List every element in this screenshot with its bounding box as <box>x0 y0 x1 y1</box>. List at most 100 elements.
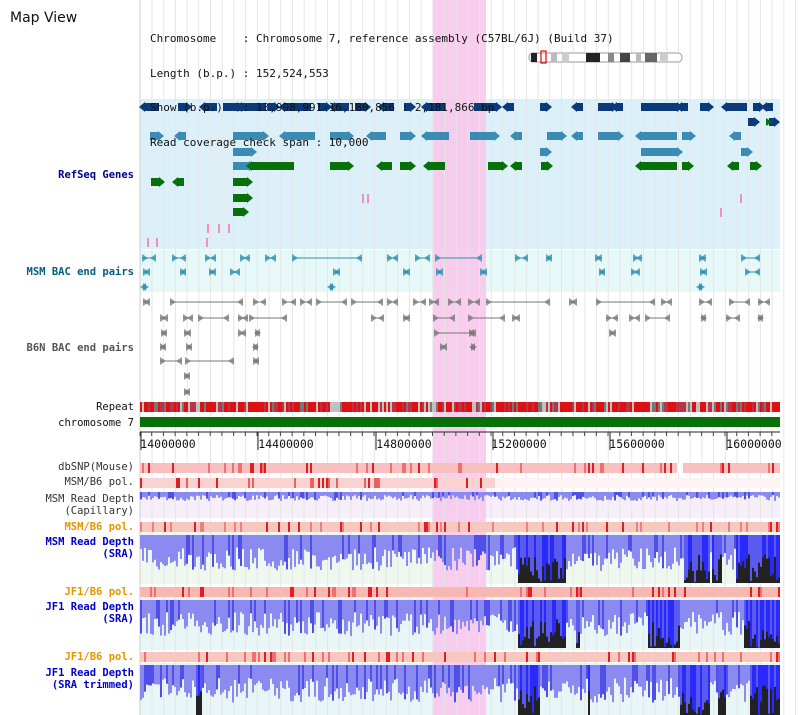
depth-bar <box>636 492 638 501</box>
depth-bar <box>488 492 490 496</box>
polymorphism-cell <box>614 463 616 473</box>
polymorphism-cell <box>152 652 154 662</box>
depth-bar <box>230 600 232 633</box>
polymorphism-cell <box>148 478 150 488</box>
polymorphism-cell <box>172 652 174 662</box>
depth-bar <box>574 665 576 695</box>
polymorphism-cell <box>622 652 624 662</box>
depth-bar <box>532 600 534 622</box>
polymorphism-cell <box>294 463 296 473</box>
depth-bar <box>422 535 424 549</box>
depth-bar <box>204 535 206 571</box>
bac-end <box>486 298 492 306</box>
gene-arrow <box>690 131 696 141</box>
polymorphism-cell <box>168 463 170 473</box>
bac-end <box>474 298 480 306</box>
polymorphism-cell <box>358 478 360 488</box>
depth-bar <box>774 492 776 501</box>
depth-bar <box>660 665 662 680</box>
depth-bar <box>504 492 506 499</box>
track-label-dbsnp[interactable]: dbSNP(Mouse) <box>58 461 134 473</box>
depth-bar <box>586 665 588 679</box>
track-label-refseq[interactable]: RefSeq Genes <box>58 169 134 181</box>
polymorphism-cell <box>406 478 408 488</box>
bac-end <box>636 254 642 262</box>
depth-bar <box>690 665 692 697</box>
repeat-segment <box>390 402 392 412</box>
depth-saturated <box>540 600 542 648</box>
polymorphism-cell <box>534 522 536 532</box>
depth-bar <box>752 535 754 568</box>
polymorphism-cell <box>306 587 308 597</box>
polymorphism-cell <box>158 522 160 532</box>
polymorphism-cell <box>728 652 730 662</box>
depth-bar <box>318 492 320 499</box>
depth-bar <box>466 600 468 621</box>
polymorphism-cell <box>698 522 700 532</box>
track-label-msm-b6-pol-sra[interactable]: MSM/B6 pol. <box>64 521 134 533</box>
depth-bar <box>154 600 156 620</box>
depth-bar <box>444 535 446 566</box>
depth-bar <box>572 600 574 626</box>
polymorphism-cell <box>266 652 268 662</box>
gene-arrow <box>571 131 577 141</box>
track-label-msm-bac[interactable]: MSM BAC end pairs <box>26 266 134 278</box>
track-label-msm-depth-capillary[interactable]: MSM Read Depth (Capillary) <box>45 493 134 517</box>
repeat-segment <box>396 402 398 412</box>
depth-bar <box>208 665 210 691</box>
polymorphism-cell <box>516 522 518 532</box>
depth-bar <box>332 665 334 701</box>
polymorphism-cell <box>372 652 374 662</box>
polymorphism-cell <box>434 652 436 662</box>
depth-bar <box>180 492 182 498</box>
track-label-msm-depth-sra[interactable]: MSM Read Depth (SRA) <box>45 536 134 560</box>
depth-bar <box>206 535 208 557</box>
bac-end <box>701 268 707 276</box>
polymorphism-cell <box>256 522 258 532</box>
repeat-segment <box>204 402 206 412</box>
polymorphism-cell <box>432 478 434 488</box>
polymorphism-cell <box>446 652 448 662</box>
depth-bar <box>482 600 484 626</box>
polymorphism-cell <box>274 522 276 532</box>
depth-bar <box>648 600 650 634</box>
polymorphism-cell <box>456 587 458 597</box>
depth-bar <box>442 600 444 631</box>
depth-bar <box>494 600 496 616</box>
polymorphism-cell <box>206 478 208 488</box>
depth-bar <box>762 600 764 630</box>
track-label-b6n-bac[interactable]: B6N BAC end pairs <box>26 342 134 354</box>
bac-end <box>186 343 192 351</box>
polymorphism-cell <box>440 463 442 473</box>
depth-bar <box>508 600 510 632</box>
depth-bar <box>496 600 498 618</box>
depth-bar <box>418 535 420 558</box>
polymorphism-cell <box>714 522 716 532</box>
depth-bar <box>772 535 774 574</box>
polymorphism-cell <box>206 522 208 532</box>
depth-bar <box>190 665 192 698</box>
track-label-msm-b6-pol[interactable]: MSM/B6 pol. <box>64 476 134 488</box>
depth-bar <box>748 535 750 555</box>
polymorphism-cell <box>356 522 358 532</box>
depth-bar <box>376 535 378 562</box>
repeat-segment <box>218 402 220 412</box>
depth-bar <box>424 600 426 615</box>
depth-bar <box>194 665 196 688</box>
depth-bar <box>716 535 718 581</box>
track-label-jf1-b6-pol[interactable]: JF1/B6 pol. <box>64 586 134 598</box>
depth-bar <box>736 665 738 686</box>
track-label-jf1-depth-sra[interactable]: JF1 Read Depth (SRA) <box>45 601 134 625</box>
polymorphism-cell <box>762 463 764 473</box>
polymorphism-cell <box>592 463 594 473</box>
repeat-segment <box>286 402 288 412</box>
polymorphism-cell <box>752 522 754 532</box>
polymorphism-cell <box>174 587 176 597</box>
depth-bar <box>326 665 328 678</box>
polymorphism-cell <box>202 652 204 662</box>
track-label-jf1-b6-pol-2[interactable]: JF1/B6 pol. <box>64 651 134 663</box>
polymorphism-cell <box>310 463 312 473</box>
depth-bar <box>228 600 230 618</box>
track-label-jf1-depth-trimmed[interactable]: JF1 Read Depth (SRA trimmed) <box>45 667 134 691</box>
depth-bar <box>278 600 280 620</box>
